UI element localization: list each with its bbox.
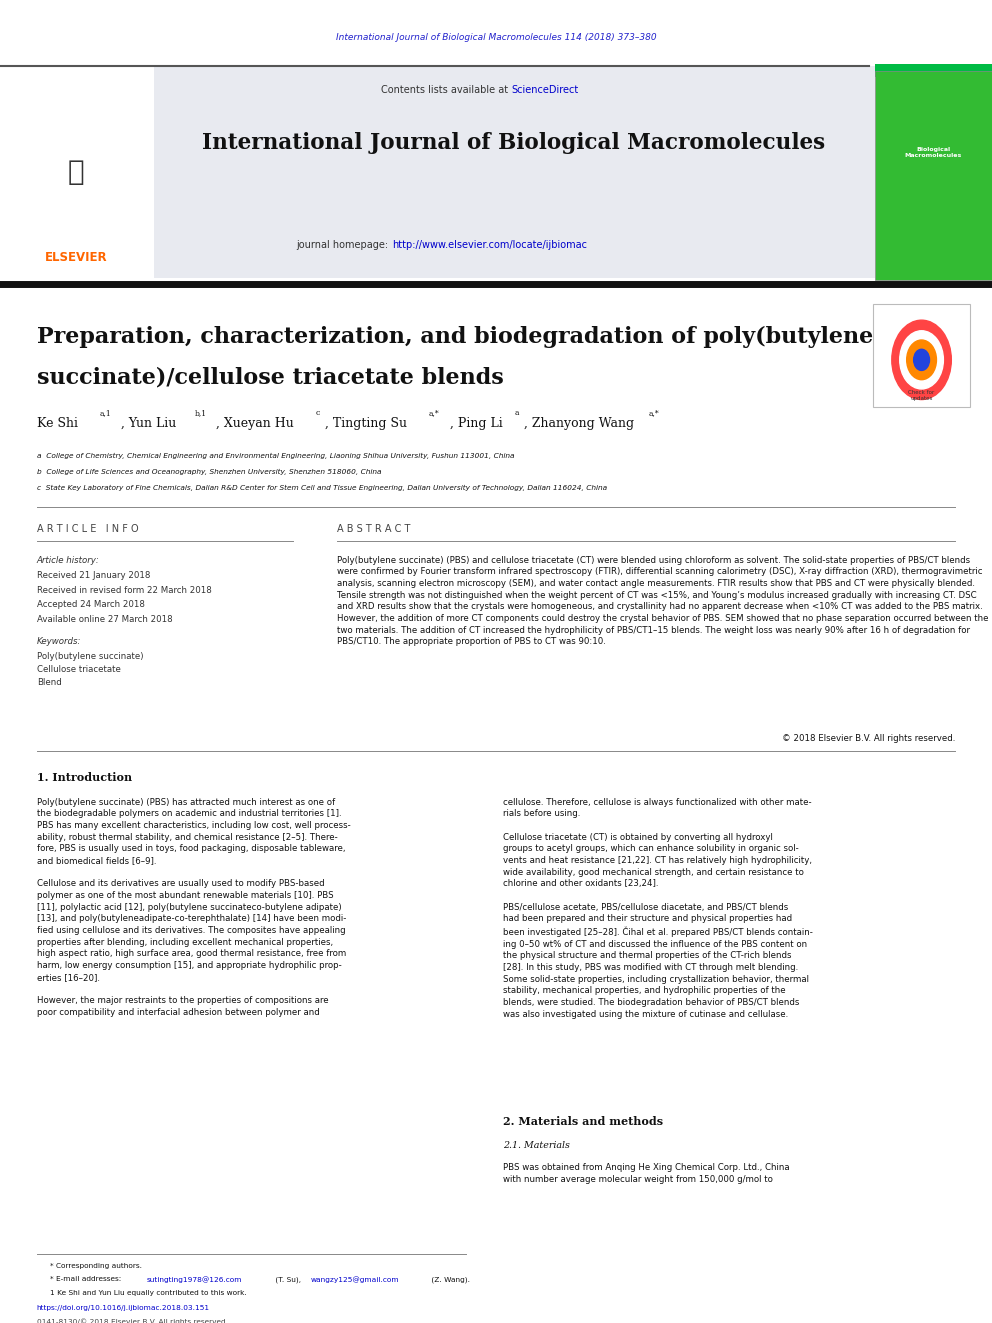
Text: a: a bbox=[515, 409, 520, 417]
Text: Poly(butylene succinate) (PBS) has attracted much interest as one of
the biodegr: Poly(butylene succinate) (PBS) has attra… bbox=[37, 798, 350, 1016]
Text: a,*: a,* bbox=[429, 409, 439, 417]
Text: , Yun Liu: , Yun Liu bbox=[121, 417, 177, 430]
FancyBboxPatch shape bbox=[0, 66, 154, 278]
Text: PBS was obtained from Anqing He Xing Chemical Corp. Ltd., China
with number aver: PBS was obtained from Anqing He Xing Che… bbox=[503, 1163, 790, 1184]
Text: Poly(butylene succinate) (PBS) and cellulose triacetate (CT) were blended using : Poly(butylene succinate) (PBS) and cellu… bbox=[337, 556, 989, 646]
Text: a  College of Chemistry, Chemical Engineering and Environmental Engineering, Lia: a College of Chemistry, Chemical Enginee… bbox=[37, 454, 514, 459]
Text: 2.1. Materials: 2.1. Materials bbox=[503, 1142, 569, 1150]
Text: Available online 27 March 2018: Available online 27 March 2018 bbox=[37, 615, 173, 623]
Text: wangzy125@gmail.com: wangzy125@gmail.com bbox=[310, 1275, 399, 1283]
Text: 1. Introduction: 1. Introduction bbox=[37, 773, 132, 783]
Text: , Xueyan Hu: , Xueyan Hu bbox=[216, 417, 294, 430]
Text: https://doi.org/10.1016/j.ijbiomac.2018.03.151: https://doi.org/10.1016/j.ijbiomac.2018.… bbox=[37, 1306, 210, 1311]
Text: * Corresponding authors.: * Corresponding authors. bbox=[50, 1263, 142, 1269]
Text: Blend: Blend bbox=[37, 679, 62, 687]
FancyBboxPatch shape bbox=[873, 304, 970, 407]
Text: b,1: b,1 bbox=[194, 409, 206, 417]
Text: ELSEVIER: ELSEVIER bbox=[45, 251, 108, 265]
Text: A B S T R A C T: A B S T R A C T bbox=[337, 524, 411, 534]
Text: International Journal of Biological Macromolecules: International Journal of Biological Macr… bbox=[202, 132, 825, 153]
Text: Article history:: Article history: bbox=[37, 557, 99, 565]
Text: Biological
Macromolecules: Biological Macromolecules bbox=[905, 147, 962, 157]
Text: succinate)/cellulose triacetate blends: succinate)/cellulose triacetate blends bbox=[37, 366, 504, 388]
Text: Received in revised form 22 March 2018: Received in revised form 22 March 2018 bbox=[37, 586, 211, 594]
Text: a,1: a,1 bbox=[99, 409, 111, 417]
Text: Check for
updates: Check for updates bbox=[909, 390, 934, 401]
Text: 🌳: 🌳 bbox=[68, 157, 84, 187]
Text: (Z. Wang).: (Z. Wang). bbox=[429, 1277, 469, 1282]
Text: Preparation, characterization, and biodegradation of poly(butylene: Preparation, characterization, and biode… bbox=[37, 327, 873, 348]
Text: (T. Su),: (T. Su), bbox=[273, 1277, 304, 1282]
Text: Accepted 24 March 2018: Accepted 24 March 2018 bbox=[37, 601, 145, 609]
Text: 2. Materials and methods: 2. Materials and methods bbox=[503, 1117, 663, 1127]
FancyBboxPatch shape bbox=[875, 64, 992, 77]
Text: , Tingting Su: , Tingting Su bbox=[325, 417, 408, 430]
Circle shape bbox=[907, 340, 936, 380]
FancyBboxPatch shape bbox=[875, 71, 992, 280]
Text: 0141-8130/© 2018 Elsevier B.V. All rights reserved.: 0141-8130/© 2018 Elsevier B.V. All right… bbox=[37, 1318, 228, 1323]
Text: ScienceDirect: ScienceDirect bbox=[511, 85, 578, 95]
Text: Ke Shi: Ke Shi bbox=[37, 417, 77, 430]
Text: c  State Key Laboratory of Fine Chemicals, Dalian R&D Center for Stem Cell and T: c State Key Laboratory of Fine Chemicals… bbox=[37, 486, 607, 491]
Text: Received 21 January 2018: Received 21 January 2018 bbox=[37, 572, 150, 579]
Text: cellulose. Therefore, cellulose is always functionalized with other mate-
rials : cellulose. Therefore, cellulose is alway… bbox=[503, 798, 812, 1019]
Text: a,*: a,* bbox=[649, 409, 660, 417]
Text: sutingting1978@126.com: sutingting1978@126.com bbox=[147, 1275, 242, 1283]
Text: Keywords:: Keywords: bbox=[37, 638, 81, 646]
Text: journal homepage:: journal homepage: bbox=[297, 239, 392, 250]
Text: c: c bbox=[315, 409, 319, 417]
Text: © 2018 Elsevier B.V. All rights reserved.: © 2018 Elsevier B.V. All rights reserved… bbox=[782, 734, 955, 742]
Text: 1 Ke Shi and Yun Liu equally contributed to this work.: 1 Ke Shi and Yun Liu equally contributed… bbox=[50, 1290, 246, 1295]
Text: http://www.elsevier.com/locate/ijbiomac: http://www.elsevier.com/locate/ijbiomac bbox=[392, 239, 587, 250]
Text: Contents lists available at: Contents lists available at bbox=[381, 85, 511, 95]
Circle shape bbox=[914, 349, 930, 370]
Circle shape bbox=[900, 331, 943, 389]
Circle shape bbox=[892, 320, 951, 400]
Text: Cellulose triacetate: Cellulose triacetate bbox=[37, 665, 121, 673]
Text: b  College of Life Sciences and Oceanography, Shenzhen University, Shenzhen 5180: b College of Life Sciences and Oceanogra… bbox=[37, 470, 381, 475]
Text: International Journal of Biological Macromolecules 114 (2018) 373–380: International Journal of Biological Macr… bbox=[335, 33, 657, 41]
Text: Poly(butylene succinate): Poly(butylene succinate) bbox=[37, 652, 143, 660]
Text: , Ping Li: , Ping Li bbox=[450, 417, 503, 430]
FancyBboxPatch shape bbox=[154, 66, 875, 278]
Text: A R T I C L E   I N F O: A R T I C L E I N F O bbox=[37, 524, 138, 534]
Text: , Zhanyong Wang: , Zhanyong Wang bbox=[524, 417, 634, 430]
Text: * E-mail addresses:: * E-mail addresses: bbox=[50, 1277, 123, 1282]
